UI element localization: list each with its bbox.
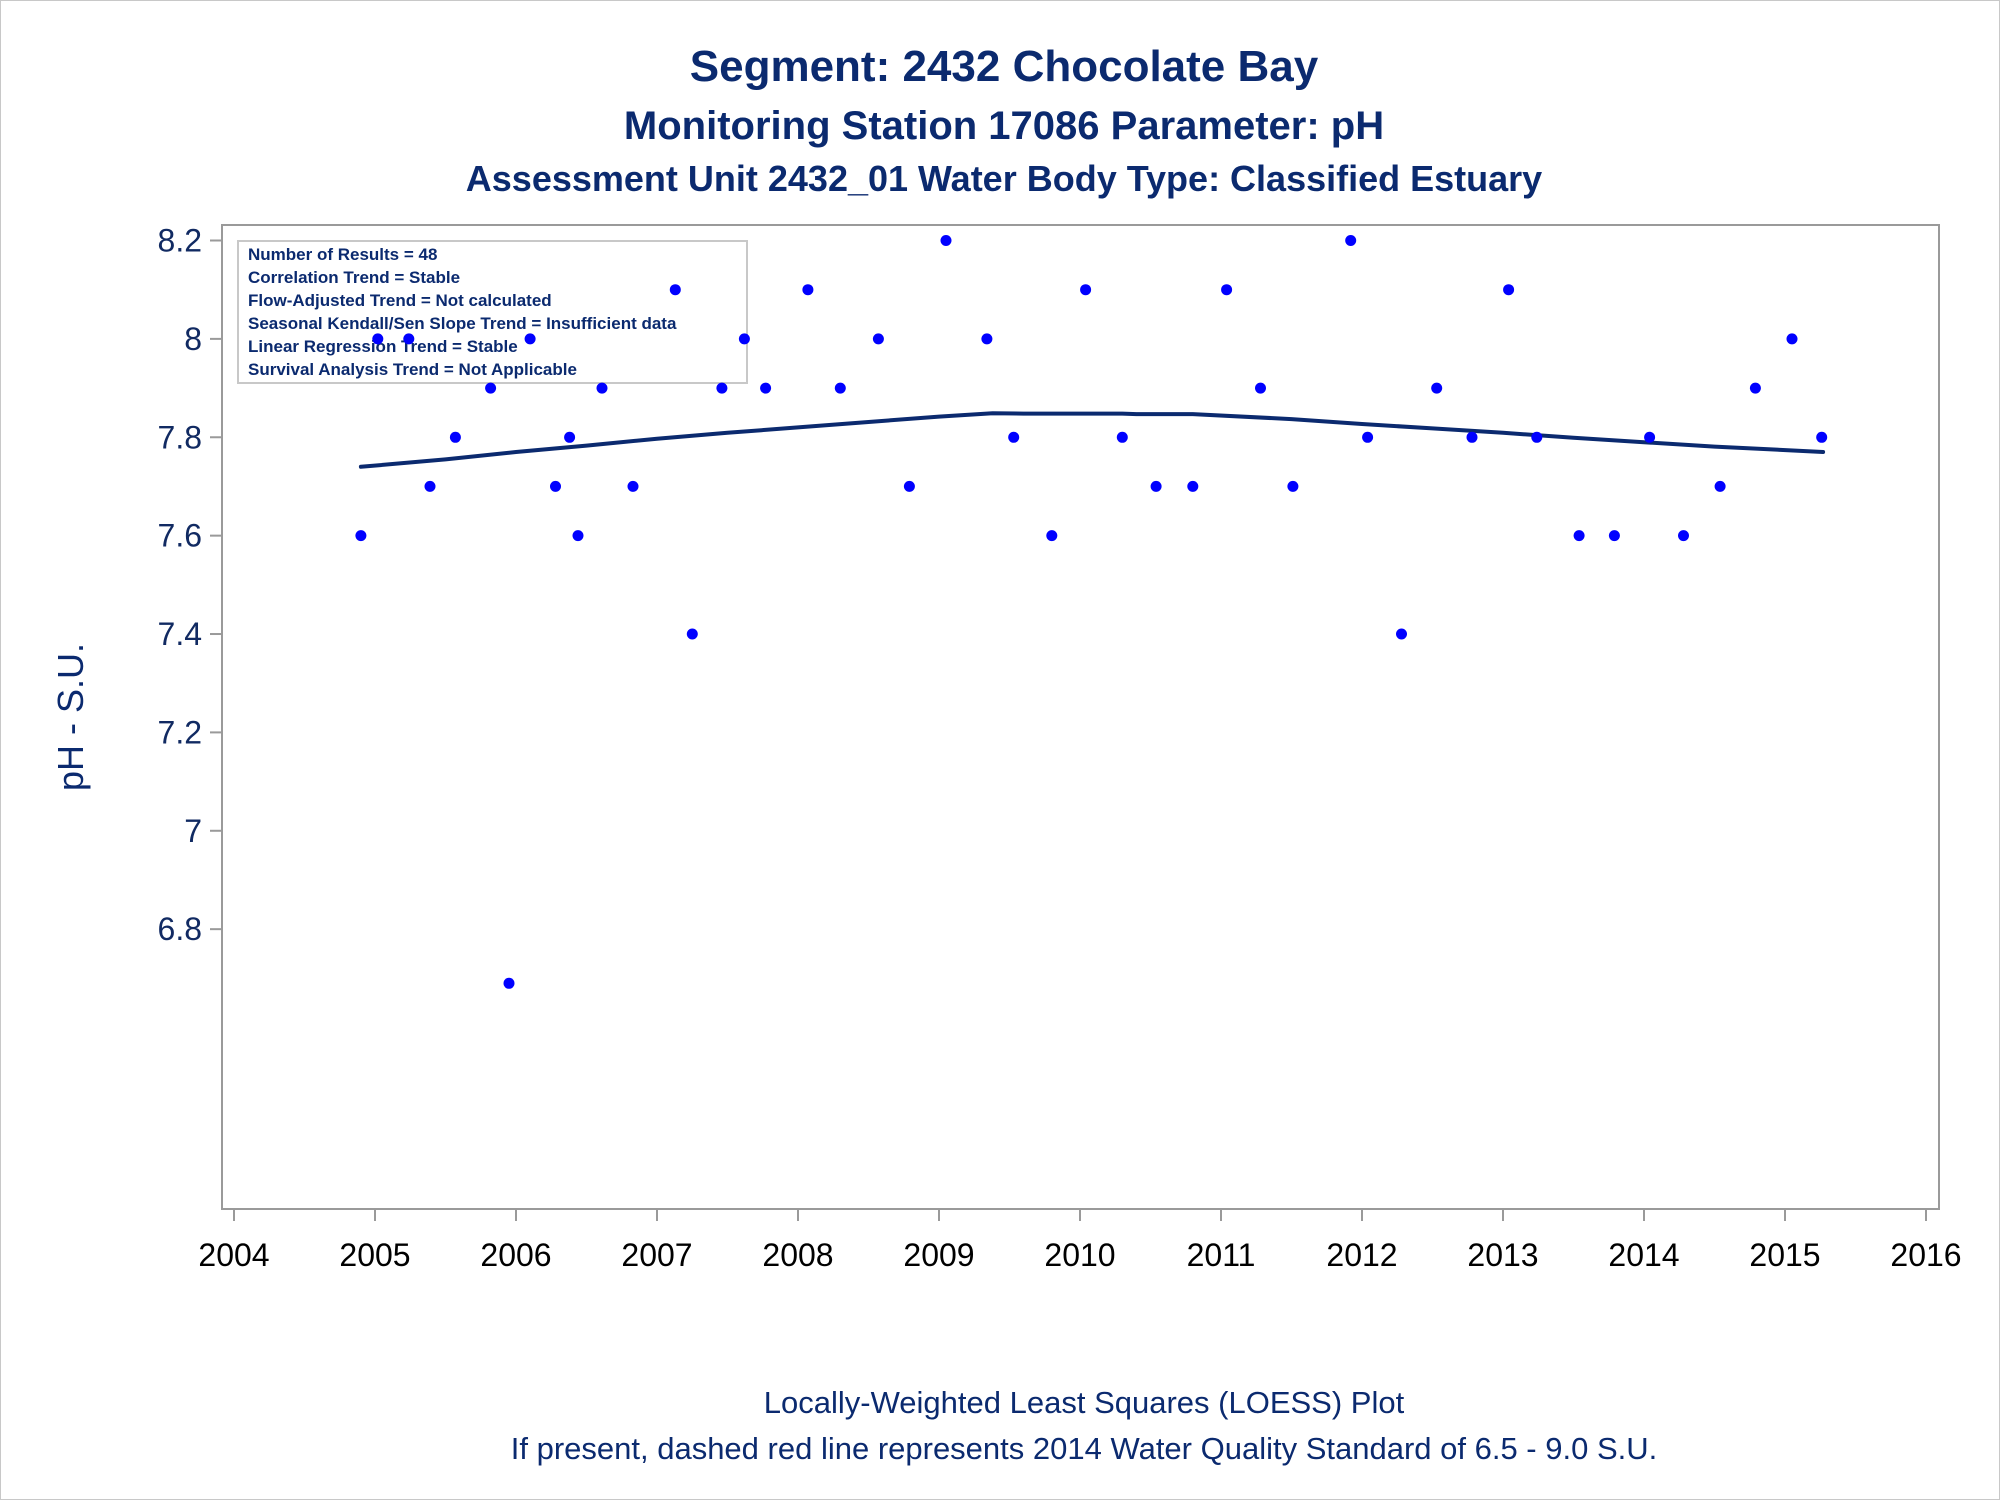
y-tick-label: 7.8 (158, 419, 202, 455)
inset-line: Number of Results = 48 (248, 245, 437, 264)
data-point (1116, 431, 1128, 443)
x-tick-label: 2010 (1044, 1237, 1115, 1273)
data-point (1150, 480, 1162, 492)
data-point (802, 284, 814, 296)
y-axis: 6.8 7 7.2 7.4 7.6 7.8 8 8.2 (158, 223, 222, 947)
x-tick-label: 2005 (339, 1237, 410, 1273)
data-point (372, 333, 384, 345)
data-point (1608, 530, 1620, 542)
data-point (1396, 628, 1407, 640)
x-tick-label: 2016 (1890, 1237, 1961, 1273)
data-point (550, 480, 561, 492)
data-point (1749, 382, 1761, 394)
data-point (1287, 480, 1299, 492)
data-point (1531, 431, 1543, 443)
stats-inset-box (237, 240, 748, 384)
data-point (1362, 431, 1374, 443)
x-tick-label: 2009 (903, 1237, 974, 1273)
data-point (1816, 431, 1828, 443)
inset-line: Correlation Trend = Stable (248, 268, 460, 287)
data-point (903, 480, 915, 492)
x-tick-label: 2014 (1608, 1237, 1679, 1273)
y-tick-label: 6.8 (158, 911, 202, 947)
data-point (716, 382, 728, 394)
data-point (1187, 480, 1199, 492)
data-point (738, 333, 750, 345)
inset-line: Linear Regression Trend = Stable (248, 337, 518, 356)
data-point (572, 530, 584, 542)
data-point (1008, 431, 1020, 443)
x-tick-label: 2012 (1326, 1237, 1397, 1273)
data-point (627, 480, 639, 492)
x-tick-label: 2015 (1749, 1237, 1820, 1273)
data-point (940, 235, 952, 246)
footnote-loess: Locally-Weighted Least Squares (LOESS) P… (764, 1385, 1405, 1420)
data-point (669, 284, 681, 296)
data-point (1644, 431, 1656, 443)
data-point (1221, 284, 1233, 296)
data-point (686, 628, 698, 640)
data-point (1678, 530, 1689, 542)
footnote-standard: If present, dashed red line represents 2… (511, 1431, 1658, 1466)
data-point (981, 333, 993, 345)
data-point (449, 431, 461, 443)
y-tick-label: 7.4 (158, 616, 202, 652)
data-point (1573, 530, 1585, 542)
x-tick-label: 2011 (1187, 1237, 1256, 1273)
x-tick-label: 2007 (621, 1237, 692, 1273)
y-tick-label: 7.6 (158, 518, 202, 554)
data-point (485, 382, 497, 394)
x-axis: 2004 2005 2006 2007 2008 2009 2010 2011 2012 2013… (198, 1209, 1962, 1273)
data-point (1046, 530, 1058, 542)
y-axis-label: pH - S.U. (50, 643, 91, 791)
data-point (403, 333, 415, 345)
data-point (834, 382, 846, 394)
data-point (503, 977, 515, 989)
data-point (1466, 431, 1478, 443)
chart-subtitle: Monitoring Station 17086 Parameter: pH (624, 104, 1384, 148)
y-tick-label: 8 (184, 321, 202, 357)
series-layer (355, 235, 1828, 989)
data-point (760, 382, 772, 394)
x-tick-label: 2013 (1467, 1237, 1538, 1273)
x-tick-label: 2006 (480, 1237, 551, 1273)
y-tick-label: 8.2 (158, 223, 202, 259)
data-point (872, 333, 884, 345)
data-point (1786, 333, 1798, 345)
inset-line: Survival Analysis Trend = Not Applicable (248, 360, 577, 379)
y-tick-label: 7.2 (158, 714, 202, 750)
data-point (424, 480, 436, 492)
data-point (1080, 284, 1092, 296)
loess-line (358, 411, 1826, 469)
chart-subtitle-2: Assessment Unit 2432_01 Water Body Type:… (466, 158, 1542, 199)
chart-title: Segment: 2432 Chocolate Bay (690, 42, 1319, 91)
data-point (1255, 382, 1266, 394)
stats-inset: Number of Results = 48 Correlation Trend… (237, 240, 748, 384)
inset-line: Seasonal Kendall/Sen Slope Trend = Insuf… (248, 314, 677, 333)
data-point (1345, 235, 1357, 246)
inset-line: Flow-Adjusted Trend = Not calculated (248, 291, 552, 310)
data-point (1714, 480, 1726, 492)
data-point (1503, 284, 1515, 296)
data-point (1431, 382, 1443, 394)
y-tick-label: 7 (184, 813, 202, 849)
x-tick-label: 2008 (762, 1237, 833, 1273)
x-tick-label: 2004 (198, 1237, 269, 1273)
data-point (596, 382, 608, 394)
data-point (524, 333, 536, 345)
data-point (564, 431, 576, 443)
data-point (355, 530, 367, 542)
